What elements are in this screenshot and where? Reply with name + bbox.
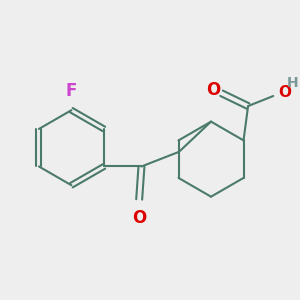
Text: O: O bbox=[206, 81, 220, 99]
Text: O: O bbox=[132, 208, 146, 226]
Text: O: O bbox=[278, 85, 291, 100]
Text: F: F bbox=[66, 82, 77, 100]
Text: H: H bbox=[287, 76, 298, 90]
